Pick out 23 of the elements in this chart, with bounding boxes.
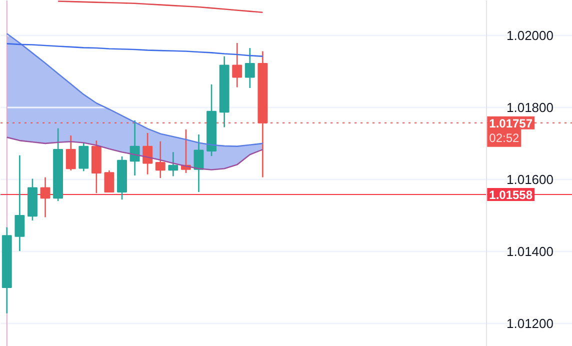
candlestick — [40, 176, 50, 218]
y-tick-label: 1.01800 — [506, 100, 554, 115]
candlestick — [142, 132, 153, 176]
y-tick-label: 1.01200 — [506, 316, 554, 331]
y-tick-label: 1.01600 — [506, 172, 554, 187]
ref-line-label: 1.01558 — [489, 188, 533, 202]
text: 02:52 — [489, 130, 520, 145]
line-series — [6, 136, 264, 170]
line-series — [57, 0, 264, 14]
candlestick — [232, 42, 242, 88]
y-tick-label: 1.01400 — [506, 244, 554, 259]
candlestick — [66, 134, 76, 172]
candlestick — [104, 170, 114, 193]
candlestick — [78, 142, 89, 172]
candlestick — [244, 47, 255, 89]
candlestick — [155, 140, 166, 179]
y-tick-label: 1.02000 — [506, 28, 554, 43]
candlestick — [130, 120, 140, 176]
line-series — [6, 43, 264, 57]
line-series — [6, 32, 264, 147]
candlestick — [14, 154, 25, 252]
candlestick — [168, 151, 178, 177]
ref-line-label: 1.01757 — [489, 116, 533, 130]
